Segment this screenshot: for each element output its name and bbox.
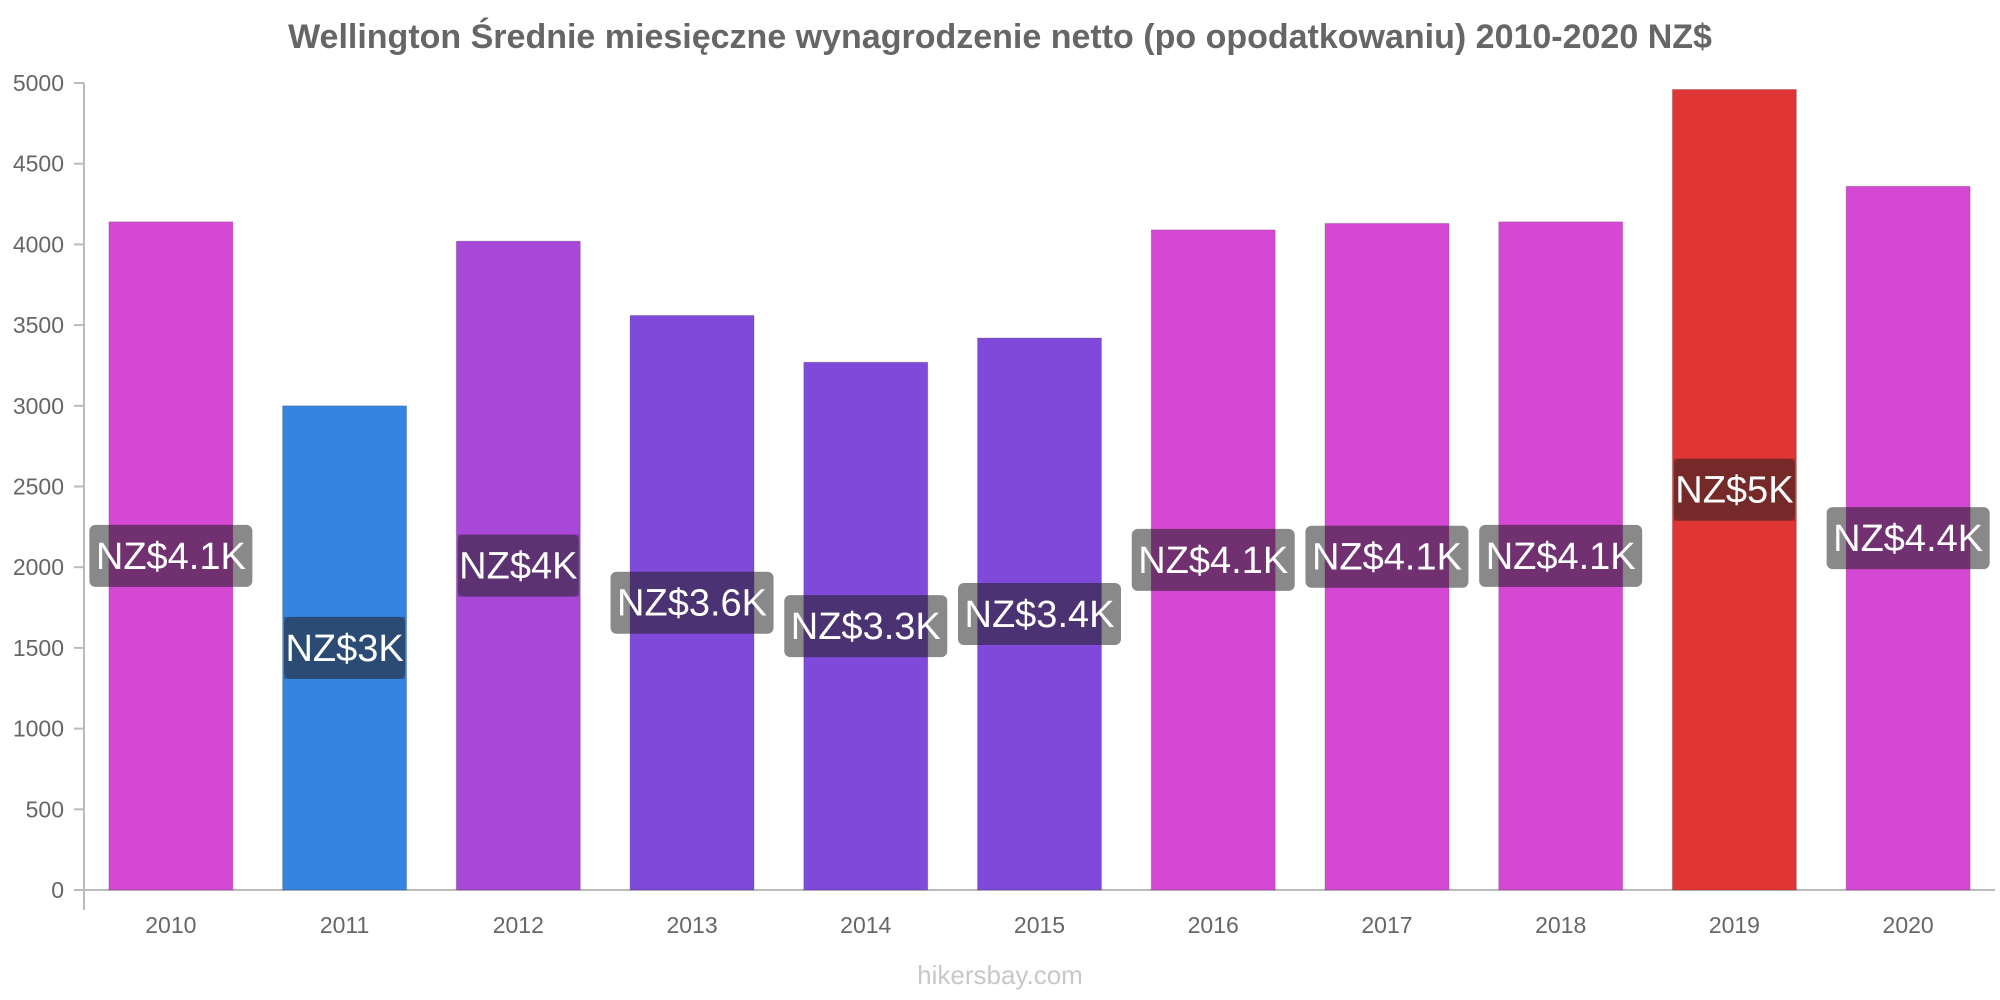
watermark: hikersbay.com (917, 960, 1083, 990)
data-label-tint (977, 583, 1102, 646)
data-label-tint (803, 595, 928, 658)
chart-title: Wellington Średnie miesięczne wynagrodze… (288, 18, 1712, 56)
y-tick-label: 2500 (13, 474, 64, 500)
x-tick-label: 2013 (666, 912, 717, 938)
data-label: NZ$4.1K (1138, 540, 1288, 582)
data-label: NZ$3.3K (791, 606, 941, 648)
data-label: NZ$4.1K (1312, 537, 1462, 579)
x-tick-label: 2019 (1709, 912, 1760, 938)
x-tick-label: 2011 (320, 912, 369, 938)
y-tick-label: 3500 (13, 312, 64, 338)
y-axis: 0 500 1000 1500 2000 2500 3000 3500 4000 4500 5000 (13, 70, 85, 910)
x-tick-label: 2014 (840, 912, 891, 938)
y-tick-label: 1000 (13, 716, 64, 742)
y-tick-label: 2000 (13, 554, 64, 580)
y-tick-label: 5000 (13, 70, 64, 96)
x-tick-label: 2016 (1188, 912, 1239, 938)
data-label-tint (1673, 458, 1795, 521)
y-tick-label: 3000 (13, 393, 64, 419)
data-label: NZ$4K (459, 546, 577, 588)
y-tick-label: 0 (51, 877, 64, 903)
x-tick-label: 2020 (1883, 912, 1934, 938)
data-label-tint (630, 571, 755, 634)
data-label-tint (457, 534, 579, 597)
data-labels: NZ$4.1K NZ$3K NZ$4K NZ$3.6K NZ$3.3K NZ$3.4K NZ… (89, 458, 1990, 679)
x-tick-label: 2012 (493, 912, 544, 938)
data-label-tint (1151, 528, 1276, 591)
data-label-tint (1498, 524, 1623, 587)
x-axis: 2010 2011 2012 2013 2014 2015 2016 2017 2018 2019… (74, 889, 1995, 938)
data-label-tint (1846, 507, 1971, 570)
data-label: NZ$4.4K (1833, 518, 1983, 560)
y-tick-label: 4500 (13, 151, 64, 177)
data-label: NZ$3K (285, 628, 403, 670)
y-tick-label: 500 (26, 796, 64, 822)
data-label-tint (1324, 525, 1449, 588)
x-tick-label: 2015 (1014, 912, 1065, 938)
y-tick-label: 1500 (13, 635, 64, 661)
data-label: NZ$3.4K (965, 594, 1115, 636)
y-tick-label: 4000 (13, 231, 64, 257)
data-label-tint (108, 524, 233, 587)
data-label: NZ$5K (1675, 470, 1793, 512)
x-tick-label: 2010 (145, 912, 196, 938)
data-label: NZ$4.1K (96, 536, 246, 578)
x-tick-label: 2018 (1535, 912, 1586, 938)
data-label-tint (284, 616, 406, 679)
data-label: NZ$4.1K (1486, 536, 1636, 578)
data-label: NZ$3.6K (617, 583, 767, 625)
x-tick-label: 2017 (1361, 912, 1412, 938)
